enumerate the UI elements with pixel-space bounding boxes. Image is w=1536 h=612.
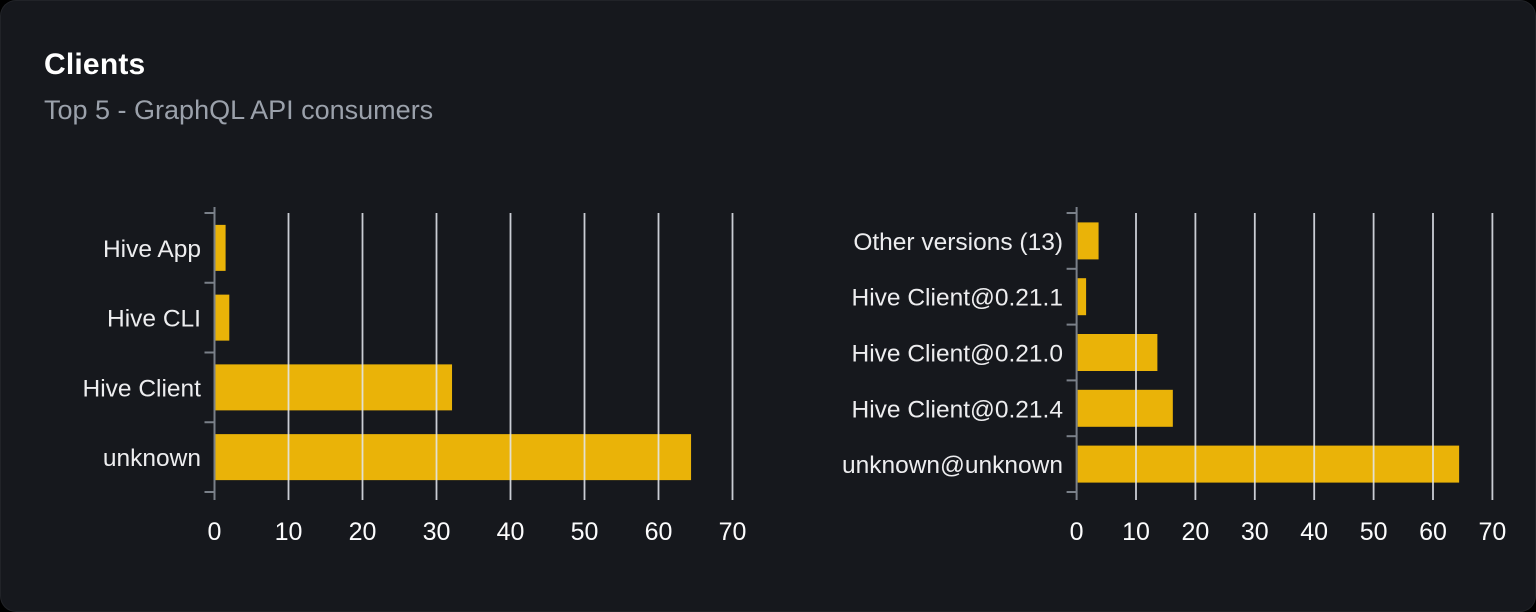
x-tick-label-60: 60 bbox=[1419, 518, 1447, 546]
category-label: Hive App bbox=[103, 236, 201, 263]
category-label: unknown@unknown bbox=[842, 452, 1063, 479]
x-tick-label-60: 60 bbox=[645, 518, 673, 546]
x-tick-label-20: 20 bbox=[1181, 518, 1209, 546]
category-label: Hive Client@0.21.0 bbox=[852, 341, 1063, 368]
x-tick-label-10: 10 bbox=[1122, 518, 1150, 546]
card-title: Clients bbox=[44, 48, 146, 81]
x-tick-label-30: 30 bbox=[423, 518, 451, 546]
x-tick-label-0: 0 bbox=[1070, 518, 1084, 546]
bar-hive-client-0-21-4[interactable] bbox=[1077, 389, 1173, 427]
x-tick-label-0: 0 bbox=[208, 518, 222, 546]
x-tick-label-70: 70 bbox=[719, 518, 747, 546]
bar-hive-app[interactable] bbox=[215, 224, 226, 271]
category-label: Hive Client@0.21.1 bbox=[852, 285, 1063, 312]
x-tick-label-50: 50 bbox=[571, 518, 599, 546]
x-tick-label-30: 30 bbox=[1241, 518, 1269, 546]
bar-hive-client-0-21-1[interactable] bbox=[1077, 278, 1087, 316]
card-subtitle: Top 5 - GraphQL API consumers bbox=[44, 95, 434, 125]
client-versions-bar-chart: Other versions (13) Hive Client@0.21.1 Hiv… bbox=[842, 207, 1506, 546]
bar-unknown-unknown[interactable] bbox=[1077, 445, 1460, 483]
clients-bar-chart: Hive App Hive CLI Hive Client unknown 0 10 20 3… bbox=[83, 207, 747, 546]
category-label: Hive CLI bbox=[107, 306, 201, 333]
x-tick-label-20: 20 bbox=[349, 518, 377, 546]
x-tick-label-50: 50 bbox=[1360, 518, 1388, 546]
category-label: unknown bbox=[103, 445, 201, 472]
category-label: Hive Client bbox=[83, 375, 202, 402]
bar-unknown[interactable] bbox=[215, 434, 692, 481]
bar-other-versions-13-[interactable] bbox=[1077, 222, 1099, 260]
x-tick-label-10: 10 bbox=[275, 518, 303, 546]
category-label: Other versions (13) bbox=[853, 229, 1063, 256]
bar-hive-client[interactable] bbox=[215, 364, 453, 411]
x-tick-label-70: 70 bbox=[1478, 518, 1506, 546]
category-label: Hive Client@0.21.4 bbox=[852, 396, 1063, 423]
bar-hive-cli[interactable] bbox=[215, 294, 230, 341]
x-tick-label-40: 40 bbox=[1300, 518, 1328, 546]
x-tick-label-40: 40 bbox=[497, 518, 525, 546]
bar-hive-client-0-21-0[interactable] bbox=[1077, 334, 1158, 371]
